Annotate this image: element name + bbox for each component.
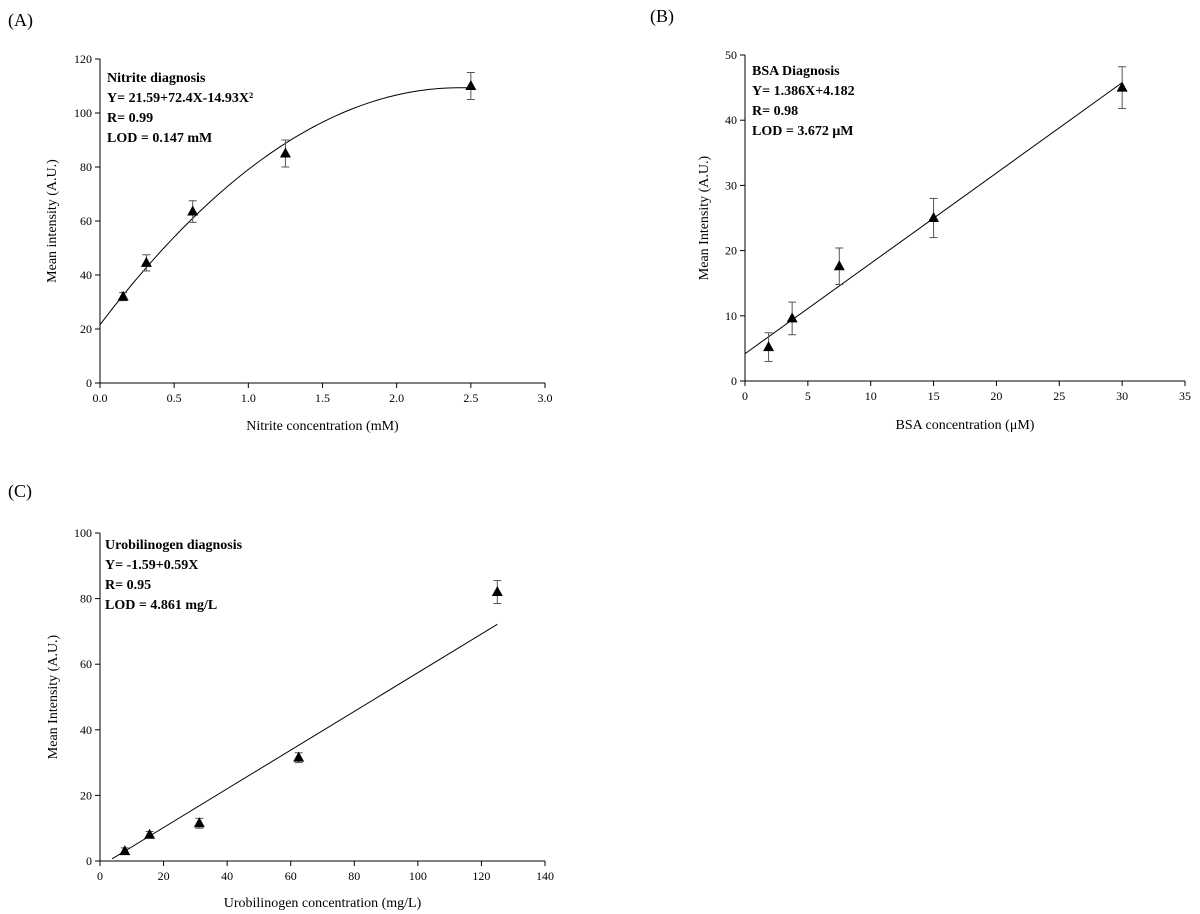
x-tick-label: 40 bbox=[221, 869, 233, 883]
y-tick-label: 80 bbox=[80, 592, 92, 606]
y-tick-label: 80 bbox=[80, 160, 92, 174]
annotation-line: R= 0.99 bbox=[107, 111, 153, 126]
triangle-marker bbox=[1116, 81, 1128, 92]
x-tick-label: 80 bbox=[348, 869, 360, 883]
triangle-marker bbox=[786, 312, 798, 323]
triangle-marker bbox=[279, 147, 291, 158]
x-tick-label: 1.5 bbox=[315, 391, 330, 405]
panel-label: (C) bbox=[8, 481, 32, 502]
panel-b-bsa: (B) 0 5 10 15 20 25 30 35 0 10 20 30 40 50 BSA concentr… bbox=[650, 6, 1191, 433]
y-tick-label: 20 bbox=[80, 788, 92, 802]
panel-a-nitrite: (A) 0.0 0.5 1.0 1.5 2.0 2.5 3.0 0 20 40 60 80 100 120 N… bbox=[8, 10, 553, 434]
y-tick-label: 20 bbox=[80, 322, 92, 336]
annotation-line: R= 0.95 bbox=[105, 578, 151, 593]
y-tick-label: 0 bbox=[86, 854, 92, 868]
y-tick-label: 60 bbox=[80, 214, 92, 228]
x-tick-label: 2.0 bbox=[389, 391, 404, 405]
triangle-marker bbox=[763, 341, 775, 352]
x-tick-label: 60 bbox=[285, 869, 297, 883]
x-axis-title: BSA concentration (μM) bbox=[896, 418, 1035, 433]
annotation-line: LOD = 4.861 mg/L bbox=[105, 598, 217, 613]
annotation-line: Y= -1.59+0.59X bbox=[105, 558, 198, 573]
x-tick-label: 1.0 bbox=[241, 391, 256, 405]
y-tick-label: 40 bbox=[725, 113, 737, 127]
triangle-marker bbox=[117, 290, 129, 301]
x-tick-label: 120 bbox=[472, 869, 490, 883]
x-tick-label: 0 bbox=[742, 389, 748, 403]
triangle-marker bbox=[144, 828, 156, 839]
y-axis-title: Mean Intensity (A.U.) bbox=[46, 634, 61, 759]
x-tick-label: 0.0 bbox=[93, 391, 108, 405]
triangle-marker bbox=[465, 80, 477, 90]
annotation-line: Urobilinogen diagnosis bbox=[105, 538, 243, 553]
data-point bbox=[763, 332, 775, 362]
fit-line bbox=[111, 623, 498, 860]
triangle-marker bbox=[119, 845, 131, 856]
data-point bbox=[465, 72, 477, 100]
x-tick-label: 0 bbox=[97, 869, 103, 883]
data-point bbox=[140, 254, 152, 272]
x-axis-title: Urobilinogen concentration (mg/L) bbox=[224, 896, 422, 911]
data-point bbox=[144, 828, 156, 839]
y-tick-label: 40 bbox=[80, 723, 92, 737]
y-tick-label: 20 bbox=[725, 244, 737, 258]
data-point bbox=[928, 197, 940, 239]
triangle-marker bbox=[187, 205, 199, 216]
y-tick-label: 40 bbox=[80, 268, 92, 282]
y-tick-label: 60 bbox=[80, 657, 92, 671]
annotation-line: BSA Diagnosis bbox=[752, 64, 840, 79]
y-tick-label: 50 bbox=[725, 48, 737, 62]
annotation-line: Nitrite diagnosis bbox=[107, 71, 206, 86]
triangle-marker bbox=[140, 256, 152, 267]
x-tick-label: 100 bbox=[409, 869, 427, 883]
x-tick-label: 10 bbox=[865, 389, 877, 403]
annotation-line: LOD = 0.147 mM bbox=[107, 131, 212, 146]
data-point bbox=[1116, 66, 1128, 109]
data-point bbox=[117, 290, 129, 302]
x-tick-label: 2.5 bbox=[463, 391, 478, 405]
annotation-line: Y= 1.386X+4.182 bbox=[752, 84, 855, 99]
x-tick-label: 20 bbox=[158, 869, 170, 883]
x-tick-label: 140 bbox=[536, 869, 554, 883]
data-point bbox=[833, 247, 845, 286]
panel-label: (B) bbox=[650, 6, 674, 27]
x-tick-label: 3.0 bbox=[538, 391, 553, 405]
triangle-marker bbox=[193, 817, 205, 828]
triangle-marker bbox=[928, 212, 940, 222]
fit-line bbox=[99, 87, 471, 326]
x-tick-label: 30 bbox=[1116, 389, 1128, 403]
x-tick-label: 15 bbox=[928, 389, 940, 403]
triangle-marker bbox=[491, 586, 503, 597]
data-point bbox=[293, 751, 305, 764]
y-tick-label: 100 bbox=[74, 106, 92, 120]
data-point bbox=[119, 845, 131, 856]
x-tick-label: 5 bbox=[805, 389, 811, 403]
panel-label: (A) bbox=[8, 10, 33, 31]
annotation-line: R= 0.98 bbox=[752, 104, 798, 119]
data-point bbox=[786, 301, 798, 336]
y-tick-label: 0 bbox=[731, 374, 737, 388]
x-tick-label: 35 bbox=[1179, 389, 1191, 403]
y-tick-label: 120 bbox=[74, 52, 92, 66]
annotation-line: Y= 21.59+72.4X-14.93X² bbox=[107, 91, 253, 106]
triangle-marker bbox=[833, 260, 845, 271]
y-axis-title: Mean Intensity (A.U.) bbox=[697, 155, 712, 280]
x-axis-title: Nitrite concentration (mM) bbox=[246, 419, 399, 434]
x-tick-label: 20 bbox=[990, 389, 1002, 403]
triangle-marker bbox=[293, 751, 305, 762]
x-tick-label: 25 bbox=[1053, 389, 1065, 403]
data-point bbox=[491, 580, 503, 605]
y-tick-label: 10 bbox=[725, 309, 737, 323]
y-tick-label: 100 bbox=[74, 526, 92, 540]
data-point bbox=[187, 200, 199, 223]
x-tick-label: 0.5 bbox=[167, 391, 182, 405]
y-axis-title: Mean intensity (A.U.) bbox=[45, 159, 60, 283]
data-point bbox=[193, 817, 205, 829]
y-tick-label: 0 bbox=[86, 376, 92, 390]
data-point bbox=[279, 139, 291, 168]
y-tick-label: 30 bbox=[725, 178, 737, 192]
panel-c-urobilinogen: (C) 0 20 40 60 80 100 120 140 0 20 40 60 80 100 Urobili… bbox=[8, 481, 554, 911]
annotation-line: LOD = 3.672 μM bbox=[752, 124, 853, 139]
